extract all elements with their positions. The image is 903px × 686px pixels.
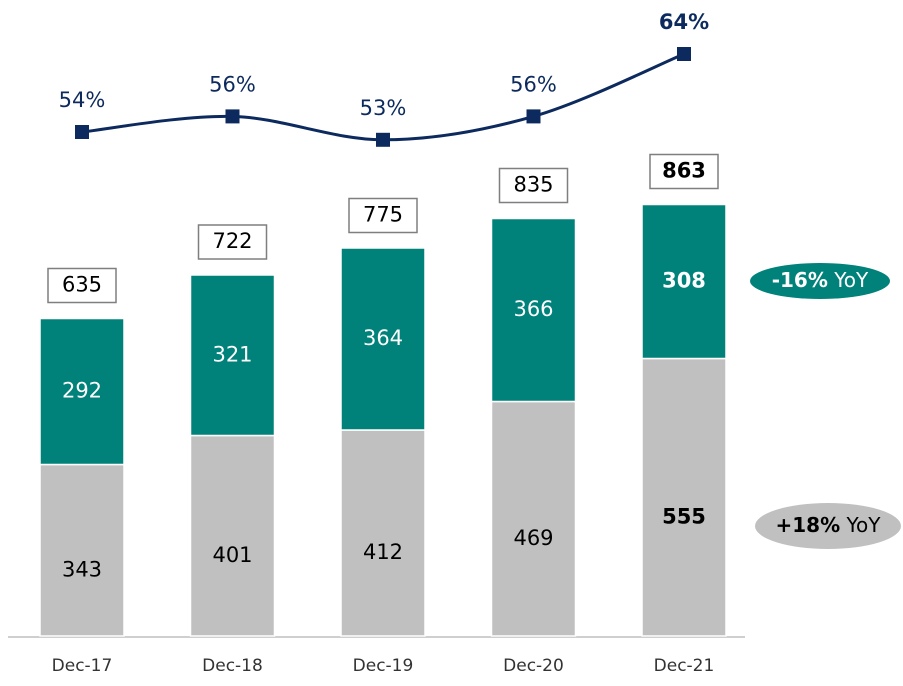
bar-segment [340, 429, 426, 637]
segment-label: 364 [363, 326, 403, 350]
segment-label: 555 [662, 504, 706, 528]
total-label: 635 [62, 273, 102, 297]
total-box [348, 197, 418, 234]
total-box [47, 267, 117, 304]
line-point [225, 109, 240, 124]
x-tick-label: Dec-20 [503, 656, 564, 676]
annotation-badge [755, 503, 901, 549]
total-box [649, 153, 719, 190]
total-label: 722 [212, 229, 252, 253]
segment-label: 321 [212, 342, 252, 366]
x-tick-label: Dec-17 [52, 656, 113, 676]
annotation-bold: +18% [775, 513, 840, 537]
bar-segment [641, 357, 727, 637]
annotation-badge [750, 263, 890, 299]
bar-segment [189, 434, 276, 637]
segment-label: 469 [513, 526, 553, 550]
line-point [376, 132, 390, 147]
bar-segment [641, 203, 727, 360]
segment-label: 366 [513, 297, 553, 321]
bar-segment [490, 217, 577, 403]
segment-label: 308 [662, 269, 706, 293]
total-box [197, 224, 268, 260]
segment-label: 412 [363, 540, 403, 564]
annotation-bold: -16% [772, 268, 828, 292]
line-point [526, 109, 541, 124]
line-point [75, 125, 89, 139]
annotation: +18% YoY [775, 513, 881, 537]
bar-segment [39, 317, 125, 466]
x-tick-label: Dec-19 [353, 656, 414, 676]
line-label: 56% [510, 72, 557, 96]
line-point [677, 47, 691, 61]
line-label: 56% [209, 72, 256, 96]
segment-label: 343 [62, 557, 102, 581]
annotation-text: YoY [845, 513, 881, 537]
annotation-text: YoY [833, 268, 869, 292]
line-label: 53% [360, 96, 407, 120]
x-tick-label: Dec-18 [202, 656, 263, 676]
total-label: 835 [513, 173, 553, 197]
bar-segment [189, 274, 276, 437]
total-box [498, 167, 569, 204]
bar-segment [39, 463, 125, 637]
bar-segment [490, 400, 577, 637]
segment-label: 401 [212, 543, 252, 567]
segment-label: 292 [62, 379, 102, 403]
x-tick-label: Dec-21 [654, 656, 715, 676]
total-label: 775 [363, 203, 403, 227]
annotation: -16% YoY [772, 268, 869, 292]
line-label: 54% [59, 88, 106, 112]
line-label: 64% [659, 10, 709, 34]
total-label: 863 [662, 159, 706, 183]
bar-segment [340, 247, 426, 431]
